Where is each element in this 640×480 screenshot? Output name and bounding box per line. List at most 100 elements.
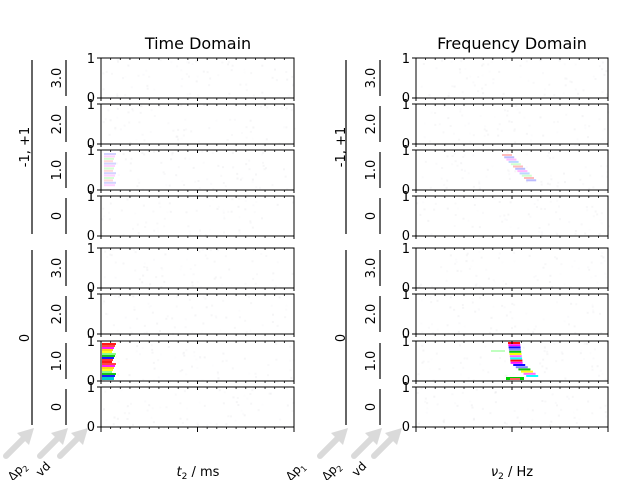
noise-pixel [494,391,497,394]
noise-pixel [163,426,165,429]
noise-pixel [451,163,454,166]
outer-group-label: 0 [18,334,33,342]
panel: 10 [402,144,609,198]
noise-pixel [191,63,194,65]
noise-pixel [548,151,550,154]
noise-pixel [175,305,178,308]
noise-pixel [474,284,477,287]
noise-pixel [594,275,597,277]
noise-pixel [460,168,463,171]
noise-pixel [587,400,590,403]
noise-pixel [219,276,222,279]
ytick-label: 0 [87,281,95,296]
noise-pixel [222,182,225,184]
noise-pixel [163,217,166,220]
noise-pixel [533,328,536,331]
outer-group-label: -1, +1 [18,127,33,167]
noise-pixel [492,305,495,308]
noise-pixel [446,179,449,182]
noise-pixel [567,315,570,318]
ytick-label: 1 [402,335,410,350]
noise-pixel [603,128,606,131]
noise-pixel [573,128,576,131]
noise-pixel [126,104,129,107]
noise-pixel [287,95,290,98]
noise-pixel [459,361,462,364]
noise-pixel [211,152,214,154]
noise-pixel [457,330,460,333]
panel: 10 [402,335,609,389]
noise-pixel [217,373,220,376]
noise-pixel [254,372,257,375]
noise-pixel [489,412,492,415]
noise-pixel [243,394,246,397]
noise-pixel [132,109,135,112]
noise-pixel [188,75,190,78]
noise-pixel [101,232,104,235]
noise-pixel [116,417,119,420]
noise-pixel [286,387,289,390]
noise-pixel [467,219,470,222]
noise-pixel [494,401,497,404]
noise-pixel [109,202,112,205]
noise-pixel [568,323,570,326]
noise-pixel [495,329,498,332]
noise-pixel [421,176,424,179]
noise-pixel [199,233,202,236]
noise-pixel [504,360,506,363]
noise-pixel [493,197,496,200]
noise-pixel [482,369,485,372]
noise-pixel [518,111,521,114]
noise-pixel [492,82,495,85]
noise-pixel [131,108,134,111]
noise-pixel [117,295,120,298]
noise-pixel [225,316,228,319]
noise-pixel [498,201,501,203]
noise-pixel [479,363,482,366]
noise-pixel [251,260,254,263]
noise-pixel [553,343,556,345]
noise-pixel [184,118,187,121]
noise-pixel [493,116,496,118]
noise-pixel [591,368,594,371]
signal-pixel [102,343,116,345]
noise-pixel [177,138,180,141]
noise-pixel [593,348,596,351]
ytick-label: 1 [402,190,410,205]
noise-pixel [585,342,588,345]
noise-pixel [104,250,107,253]
noise-pixel [603,73,606,76]
noise-pixel [419,213,422,216]
noise-pixel [149,305,152,307]
noise-pixel [290,376,293,379]
noise-pixel [187,225,190,228]
noise-pixel [115,359,118,362]
noise-pixel [464,124,467,127]
noise-pixel [557,181,560,184]
noise-pixel [217,164,220,167]
noise-pixel [496,128,499,131]
noise-pixel [185,73,188,76]
noise-pixel [487,371,490,374]
noise-pixel [605,165,608,168]
noise-pixel [440,266,443,269]
noise-pixel [485,175,488,178]
noise-pixel [203,404,206,407]
noise-pixel [587,266,590,269]
noise-pixel [199,357,202,359]
noise-pixel [197,94,200,97]
noise-pixel [490,61,493,63]
signal-pixel [515,366,528,369]
noise-pixel [134,212,137,215]
noise-pixel [438,368,441,371]
dimension-arrow [57,428,88,459]
noise-pixel [534,275,537,277]
noise-pixel [236,397,239,399]
dimension-arrow [37,428,68,459]
noise-pixel [533,203,536,205]
noise-pixel [592,215,595,218]
noise-pixel [433,395,436,398]
inner-row-label: 1.0 [50,351,65,372]
noise-pixel [186,418,189,421]
noise-pixel [101,218,104,221]
